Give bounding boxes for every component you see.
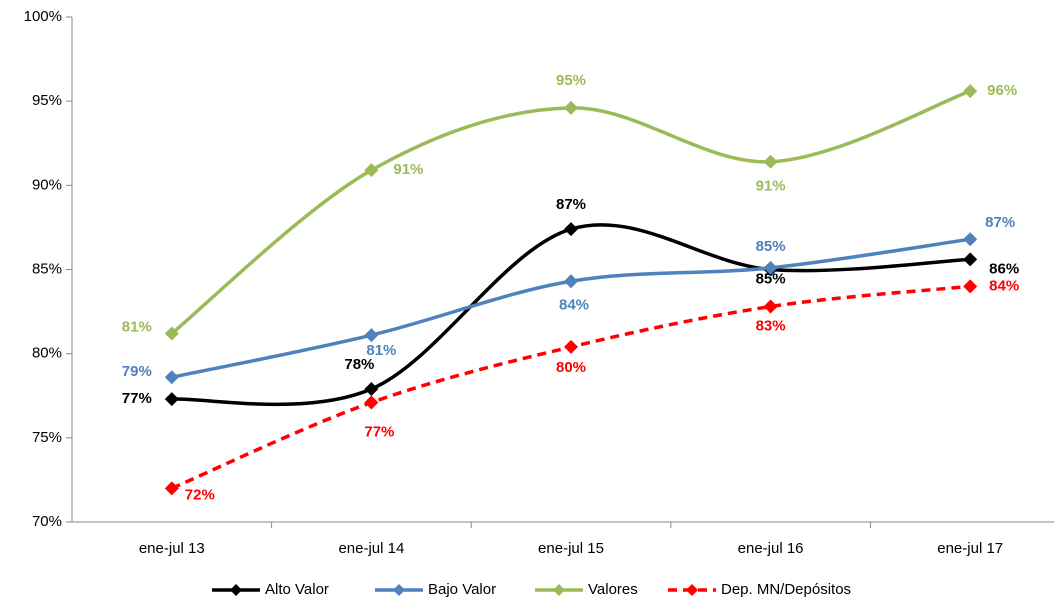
- data-label: 87%: [556, 196, 586, 213]
- data-label: 81%: [366, 342, 396, 359]
- x-tick-label: ene-jul 16: [738, 540, 804, 557]
- y-tick-label: 85%: [32, 260, 62, 277]
- series-line: [171, 284, 971, 490]
- legend-marker: [553, 584, 565, 596]
- x-tick-label: ene-jul 13: [139, 540, 205, 557]
- y-tick-label: 75%: [32, 429, 62, 446]
- data-label: 77%: [122, 390, 152, 407]
- point-marker: [564, 100, 578, 115]
- legend-marker: [686, 584, 698, 596]
- data-label: 79%: [122, 363, 152, 380]
- data-label: 83%: [756, 318, 786, 335]
- data-label: 95%: [556, 72, 586, 89]
- legend-label: Valores: [588, 581, 638, 598]
- y-tick-label: 70%: [32, 513, 62, 530]
- legend-marker: [393, 584, 405, 596]
- point-marker: [763, 260, 778, 275]
- data-label: 91%: [393, 161, 423, 178]
- point-marker: [164, 481, 179, 496]
- x-tick-label: ene-jul 15: [538, 540, 604, 557]
- point-marker: [564, 339, 578, 354]
- data-label: 91%: [756, 178, 786, 195]
- point-marker: [364, 163, 379, 178]
- point-marker: [164, 326, 179, 341]
- point-marker: [963, 279, 978, 294]
- point-marker: [564, 222, 578, 237]
- legend-label: Bajo Valor: [428, 581, 496, 598]
- series-line: [171, 223, 971, 407]
- legend-label: Dep. MN/Depósitos: [721, 581, 851, 598]
- y-tick-label: 80%: [32, 345, 62, 362]
- data-label: 81%: [122, 318, 152, 335]
- legend-label: Alto Valor: [265, 581, 329, 598]
- point-marker: [164, 370, 179, 385]
- point-marker: [164, 392, 179, 407]
- data-label: 78%: [344, 356, 374, 373]
- data-label: 80%: [556, 359, 586, 376]
- y-tick-label: 100%: [24, 8, 62, 25]
- point-marker: [564, 274, 578, 289]
- point-marker: [364, 395, 379, 410]
- point-marker: [763, 299, 778, 314]
- y-tick-label: 95%: [32, 92, 62, 109]
- data-label: 72%: [185, 486, 215, 503]
- data-label: 96%: [987, 82, 1017, 99]
- point-marker: [364, 328, 379, 343]
- data-label: 84%: [559, 296, 589, 313]
- x-tick-label: ene-jul 17: [937, 540, 1003, 557]
- point-marker: [763, 154, 778, 169]
- y-tick-label: 90%: [32, 176, 62, 193]
- data-label: 85%: [756, 238, 786, 255]
- point-marker: [364, 382, 379, 397]
- data-label: 86%: [989, 260, 1019, 277]
- x-tick-label: ene-jul 14: [338, 540, 404, 557]
- data-label: 77%: [364, 423, 394, 440]
- data-label: 85%: [756, 270, 786, 287]
- legend-marker: [230, 584, 242, 596]
- point-marker: [963, 232, 978, 247]
- data-label: 84%: [989, 277, 1019, 294]
- point-marker: [963, 84, 978, 99]
- point-marker: [963, 252, 978, 267]
- data-label: 87%: [985, 214, 1015, 231]
